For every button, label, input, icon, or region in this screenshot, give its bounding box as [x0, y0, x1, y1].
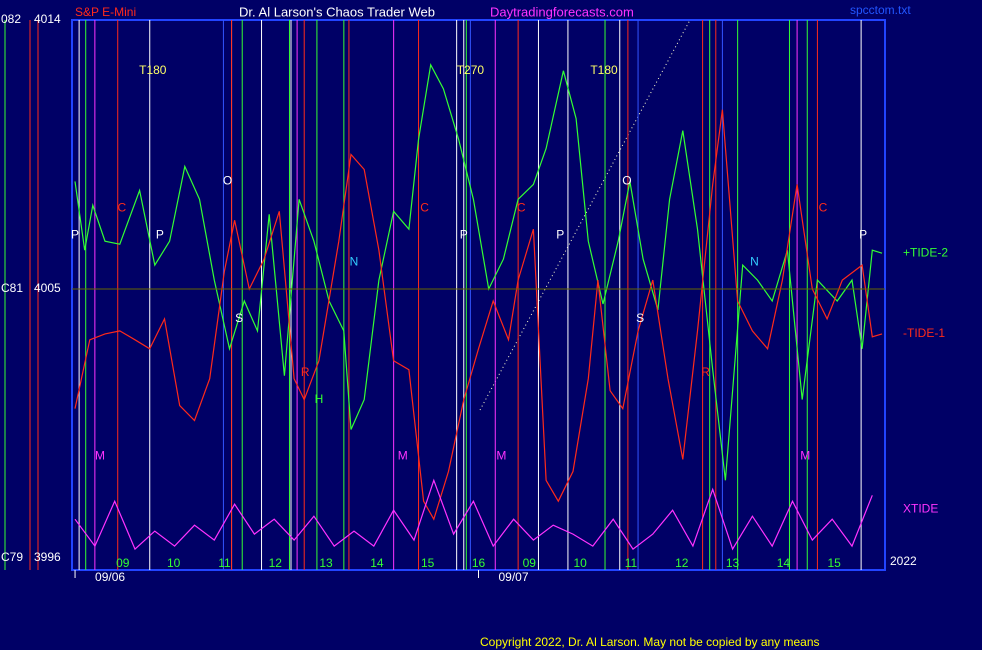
annotation: M [496, 449, 506, 463]
symbol: S&P E-Mini [75, 5, 136, 19]
file-name: spcctom.txt [850, 3, 911, 17]
annotation: P [859, 227, 867, 241]
x-tick-label: 11 [625, 556, 638, 570]
annotation: M [800, 449, 810, 463]
annotation: P [71, 227, 79, 241]
annotation: N [350, 254, 359, 268]
legend-label: -TIDE-1 [903, 326, 945, 340]
copyright: Copyright 2022, Dr. Al Larson. May not b… [480, 635, 820, 649]
series-line [74, 62, 883, 481]
annotation: T270 [457, 63, 485, 77]
annotation: H [315, 392, 324, 406]
chart-title: Dr. Al Larson's Chaos Trader Web [239, 4, 435, 19]
annotation: O [223, 174, 232, 188]
annotation: P [556, 227, 564, 241]
x-tick-label: 10 [167, 556, 181, 570]
y-tick-label: 4014 [34, 12, 61, 26]
annotation: T180 [590, 63, 618, 77]
annotation: R [701, 365, 710, 379]
series-line [74, 478, 873, 551]
x-tick-label: 12 [675, 556, 689, 570]
x-tick-label: 13 [319, 556, 333, 570]
x-tick-label: 09 [116, 556, 130, 570]
x-tick-label: 14 [777, 556, 791, 570]
annotation: T180 [139, 63, 167, 77]
x-tick-label: 15 [828, 556, 842, 570]
x-tick-label: 09 [523, 556, 537, 570]
date-label: 09/07 [499, 570, 529, 584]
left-label: C79 [1, 550, 23, 564]
legend-label: +TIDE-2 [903, 245, 948, 259]
x-tick-label: 12 [269, 556, 283, 570]
annotation: C [819, 200, 828, 214]
left-label: 082 [1, 12, 21, 26]
y-tick-label: 4005 [34, 281, 61, 295]
y-tick-label: 3996 [34, 550, 61, 564]
annotation: P [156, 227, 164, 241]
x-tick-label: 10 [573, 556, 587, 570]
date-label: 09/06 [95, 570, 125, 584]
annotation: C [517, 200, 526, 214]
annotation: S [636, 311, 644, 325]
annotation: O [622, 174, 631, 188]
annotation: C [117, 200, 126, 214]
series-line [74, 109, 883, 521]
annotation: C [420, 200, 429, 214]
legend-label: XTIDE [903, 501, 938, 515]
annotation: R [301, 365, 310, 379]
left-label: C81 [1, 281, 23, 295]
annotation: P [460, 227, 468, 241]
annotation: M [398, 449, 408, 463]
x-tick-label: 14 [370, 556, 384, 570]
series-layer [74, 62, 883, 551]
year: 2022 [890, 554, 917, 568]
x-tick-label: 11 [218, 556, 231, 570]
x-tick-label: 13 [726, 556, 740, 570]
annotation: S [235, 311, 243, 325]
x-tick-label: 16 [472, 556, 486, 570]
annotation: N [750, 254, 759, 268]
x-tick-label: 15 [421, 556, 435, 570]
annotation: M [95, 449, 105, 463]
website: Daytradingforecasts.com [490, 4, 634, 19]
